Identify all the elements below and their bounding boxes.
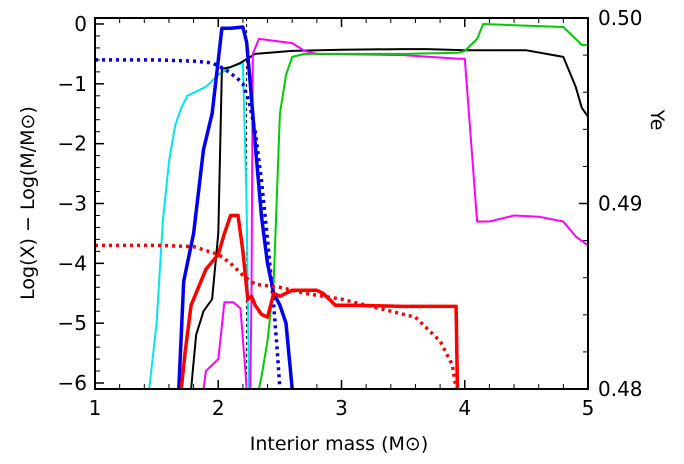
y2-tick-label: 0.50 — [598, 6, 643, 30]
series-line-3 — [202, 301, 248, 389]
series-line-2 — [190, 48, 588, 389]
y2-tick-label: 0.49 — [598, 192, 643, 216]
x-tick-label: 1 — [89, 396, 102, 420]
y-tick-label: −1 — [58, 72, 87, 96]
series-line-1 — [148, 61, 251, 389]
tick-labels: 1 2 3 4 5 0 −1 −2 −3 −4 −5 −6 0.50 0.49 0.48 — [58, 6, 643, 420]
x-axis-title: Interior mass (M⊙) — [250, 433, 428, 455]
series-line-4 — [249, 37, 588, 389]
y2-tick-label: 0.48 — [598, 377, 643, 401]
series-line-9 — [95, 243, 458, 389]
plot-area — [95, 18, 588, 389]
x-tick-label: 2 — [212, 396, 225, 420]
x-tick-label: 3 — [335, 396, 348, 420]
series-line-5 — [257, 23, 588, 389]
y-tick-label: −3 — [58, 192, 87, 216]
y2-axis-title: Ye — [646, 109, 668, 131]
y-tick-label: −6 — [58, 371, 87, 395]
y-tick-label: −4 — [58, 251, 87, 275]
y-axis-title: Log(X) − Log(M/M⊙) — [17, 106, 39, 300]
series-line-8 — [179, 213, 460, 389]
y-tick-label: −5 — [58, 311, 87, 335]
axis-ticks — [94, 17, 589, 390]
y-tick-label: 0 — [74, 12, 87, 36]
y-tick-label: −2 — [58, 132, 87, 156]
x-tick-label: 4 — [458, 396, 471, 420]
plot-frame — [94, 17, 589, 390]
x-tick-label: 5 — [582, 396, 595, 420]
